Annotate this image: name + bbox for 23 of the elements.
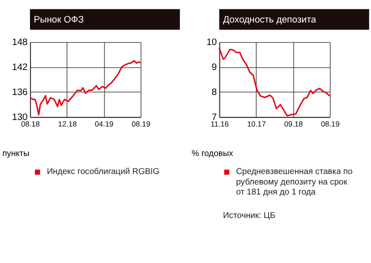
x-tick-label: 11.16	[210, 120, 229, 129]
y-axis-title: пункты	[2, 148, 30, 158]
x-tick-label: 08.18	[21, 120, 40, 129]
y-tick-label: 10	[206, 37, 217, 48]
legend-label: Средневзвешенная ставка по рублевому депозиту на срок от 181 дня до 1 года	[236, 166, 353, 197]
y-tick-label: 142	[12, 62, 28, 72]
chart-title: Рынок ОФЗ	[34, 14, 84, 24]
x-tick-label: 10.17	[247, 120, 266, 129]
y-tick-label: 136	[12, 87, 28, 98]
x-tick-label: 12.18	[58, 120, 77, 129]
chart-title: Доходность депозита	[222, 14, 317, 24]
x-tick-label: 08.19	[320, 120, 340, 129]
legend-label: Индекс гособлигаций RGBIG	[46, 166, 160, 176]
text: Источник: ЦБ	[222, 210, 276, 220]
x-tick-label: 09.18	[284, 120, 303, 129]
y-tick-label: 7	[212, 112, 217, 122]
y-tick-label: 148	[12, 37, 28, 48]
y-axis-title: % годовых	[192, 148, 234, 158]
x-tick-label: 04.19	[94, 120, 114, 129]
y-tick-label: 130	[12, 112, 28, 122]
y-tick-label: 8	[212, 87, 217, 98]
x-tick-label: 08.19	[132, 120, 150, 129]
y-tick-label: 9	[212, 62, 217, 72]
